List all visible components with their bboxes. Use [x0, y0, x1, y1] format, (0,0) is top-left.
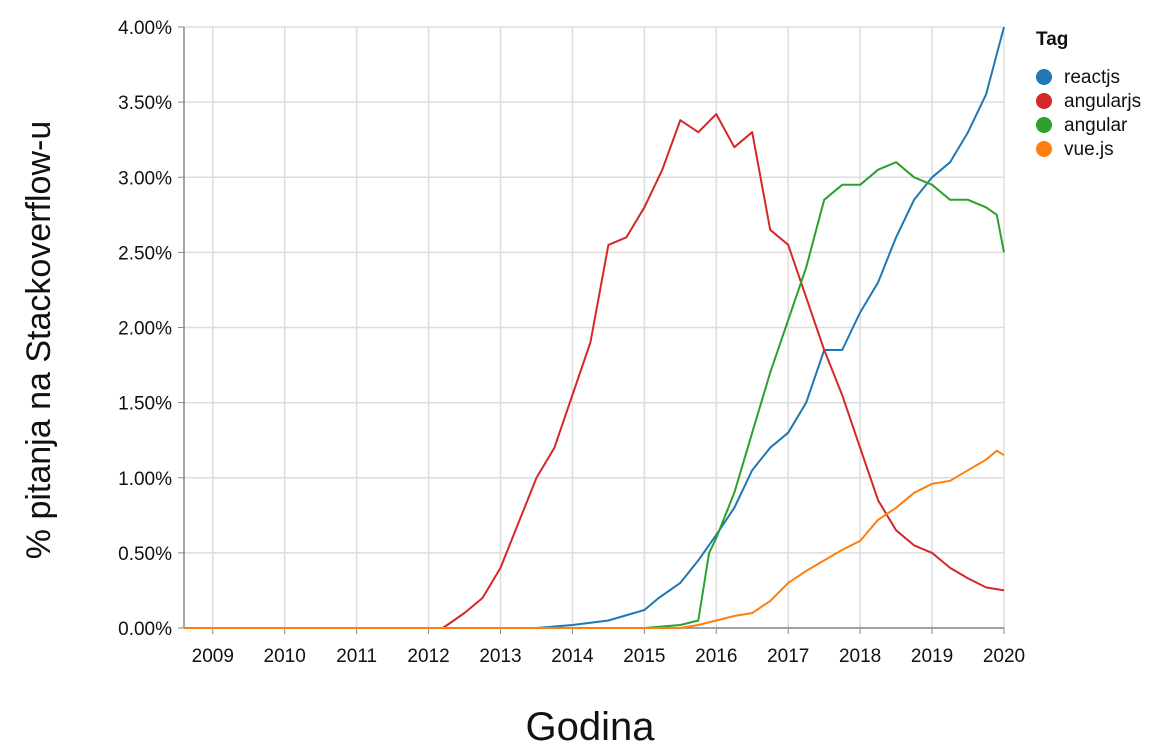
y-tick-label: 4.00% — [118, 18, 172, 39]
x-tick-label: 2020 — [983, 646, 1025, 667]
series-line-reactjs — [184, 26, 1005, 629]
legend-label: reactjs — [1064, 67, 1120, 88]
legend-swatch — [1036, 93, 1052, 109]
x-tick-label: 2009 — [192, 646, 234, 667]
y-tick-label: 2.50% — [118, 243, 172, 264]
series-line-angular — [184, 161, 1005, 629]
x-tick-label: 2011 — [336, 646, 377, 667]
y-tick-label: 0.50% — [118, 544, 172, 565]
legend: Tag reactjs angularjs angular vue.js — [1036, 29, 1141, 160]
legend-title: Tag — [1036, 29, 1068, 50]
x-tick-label: 2017 — [767, 646, 809, 667]
x-tick-label: 2013 — [479, 646, 521, 667]
y-axis-title: % pitanja na Stackoverflow-u — [20, 121, 58, 559]
y-tick-label: 2.00% — [118, 319, 172, 340]
legend-swatch — [1036, 69, 1052, 85]
y-tick-label: 3.50% — [118, 93, 172, 114]
series-line-vue-js — [184, 449, 1005, 629]
axes — [178, 26, 1005, 634]
legend-swatch — [1036, 141, 1052, 157]
y-tick-label: 3.00% — [118, 168, 172, 189]
x-tick-label: 2012 — [407, 646, 449, 667]
x-tick-label: 2018 — [839, 646, 881, 667]
x-tick-label: 2010 — [264, 646, 306, 667]
legend-label: vue.js — [1064, 139, 1114, 160]
x-tick-label: 2016 — [695, 646, 737, 667]
x-tick-label: 2019 — [911, 646, 953, 667]
legend-label: angular — [1064, 115, 1128, 136]
y-tick-label: 1.50% — [118, 394, 172, 415]
x-tick-label: 2014 — [551, 646, 594, 667]
series-lines — [184, 26, 1005, 629]
y-tick-label: 1.00% — [118, 469, 172, 490]
legend-swatch — [1036, 117, 1052, 133]
y-tick-label: 0.00% — [118, 619, 172, 640]
x-axis-title: Godina — [526, 705, 656, 744]
legend-label: angularjs — [1064, 91, 1141, 112]
x-tick-label: 2015 — [623, 646, 665, 667]
tick-labels: 0.00% 0.50% 1.00% 1.50% 2.00% 2.50% 3.00% 3.50%… — [118, 18, 1025, 667]
series-line-angularjs — [184, 113, 1005, 629]
